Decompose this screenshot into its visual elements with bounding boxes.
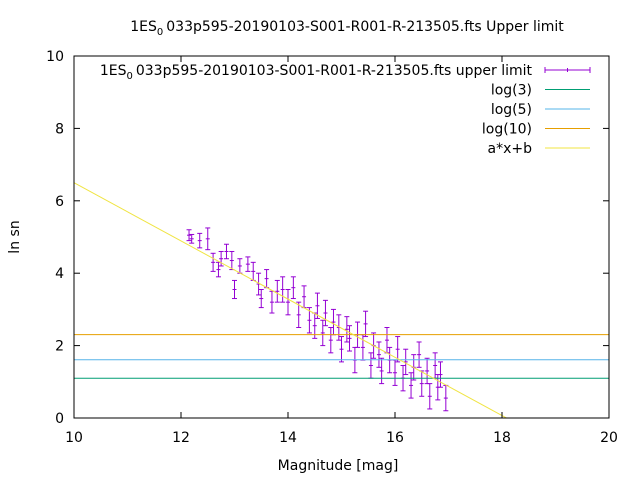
- chart-title-subscript: 0: [157, 27, 163, 38]
- data-point: [392, 359, 398, 386]
- data-point: [296, 301, 302, 328]
- x-tick-label: 16: [386, 430, 404, 446]
- data-point: [223, 243, 229, 260]
- y-tick-label: 0: [55, 411, 64, 427]
- chart-title-prefix: 1ES: [130, 19, 157, 35]
- legend-item: 1ES0 033p595-20190103-S001-R001-R-213505.…: [100, 63, 591, 82]
- legend-label: log(10): [482, 122, 532, 138]
- y-tick-label: 10: [46, 49, 64, 65]
- data-point: [395, 336, 401, 363]
- data-point: [427, 383, 433, 410]
- data-point: [330, 308, 336, 336]
- x-tick-label: 20: [600, 430, 618, 446]
- y-tick-label: 4: [55, 266, 64, 282]
- data-point: [403, 348, 409, 376]
- x-tick-label: 12: [172, 430, 190, 446]
- data-point: [384, 327, 390, 354]
- data-point: [336, 314, 342, 341]
- data-point: [363, 310, 369, 338]
- legend: 1ES0 033p595-20190103-S001-R001-R-213505.…: [100, 63, 591, 157]
- data-point: [408, 372, 414, 399]
- data-point: [290, 276, 296, 300]
- data-point: [344, 316, 350, 343]
- data-point: [322, 299, 328, 327]
- x-tick-label: 18: [493, 430, 511, 446]
- y-tick-label: 6: [55, 194, 64, 210]
- legend-item: log(5): [491, 102, 590, 118]
- data-point: [285, 288, 291, 316]
- data-point: [186, 229, 192, 242]
- data-point: [256, 272, 262, 296]
- data-point: [306, 307, 312, 334]
- fit-line: [74, 182, 508, 418]
- y-axis-label: ln sn: [7, 220, 23, 253]
- legend-item: log(10): [482, 122, 590, 138]
- plot-frame: [73, 55, 610, 419]
- y-tick-label: 8: [55, 121, 64, 137]
- legend-label: log(5): [491, 102, 532, 118]
- data-point: [347, 325, 353, 352]
- legend-item: a*x+b: [488, 141, 590, 157]
- data-point: [197, 232, 203, 249]
- data-point: [328, 327, 334, 354]
- data-point: [314, 292, 320, 319]
- legend-label: 1ES0 033p595-20190103-S001-R001-R-213505.…: [100, 63, 533, 82]
- data-point: [379, 357, 385, 385]
- data-point: [245, 256, 251, 272]
- data-point: [437, 361, 443, 388]
- data-point: [280, 276, 286, 303]
- chart-title-suffix: 033p595-20190103-S001-R001-R-213505.fts …: [166, 19, 564, 35]
- data-point: [237, 258, 243, 274]
- data-point: [376, 341, 382, 368]
- axis-ticks: 10 12 14 16 18 20 0 2 4 6 8 10: [46, 49, 618, 446]
- y-tick-label: 2: [55, 339, 64, 355]
- data-point: [210, 252, 216, 272]
- data-point: [189, 233, 195, 244]
- data-point: [205, 227, 211, 251]
- data-point: [218, 250, 224, 267]
- data-point: [339, 336, 344, 363]
- data-point: [232, 279, 237, 300]
- data-point: [229, 250, 235, 271]
- x-tick-label: 10: [65, 430, 83, 446]
- data-point: [416, 341, 422, 368]
- data-point: [264, 269, 270, 289]
- data-point: [215, 261, 221, 278]
- data-point: [443, 384, 449, 412]
- data-point: [250, 261, 256, 281]
- plot-area: [74, 182, 609, 418]
- data-point: [320, 319, 326, 347]
- legend-label: log(3): [491, 83, 532, 99]
- legend-item: log(3): [491, 83, 590, 99]
- data-point: [368, 352, 374, 379]
- data-point: [258, 288, 264, 309]
- data-point: [269, 290, 275, 314]
- data-point: [424, 357, 430, 385]
- x-axis-label: Magnitude [mag]: [278, 458, 399, 474]
- legend-label: a*x+b: [488, 141, 533, 157]
- x-tick-label: 14: [279, 430, 297, 446]
- data-point: [301, 285, 307, 309]
- data-point: [274, 279, 280, 303]
- chart-title: 1ES0 033p595-20190103-S001-R001-R-213505.…: [130, 19, 564, 38]
- data-point: [419, 370, 425, 397]
